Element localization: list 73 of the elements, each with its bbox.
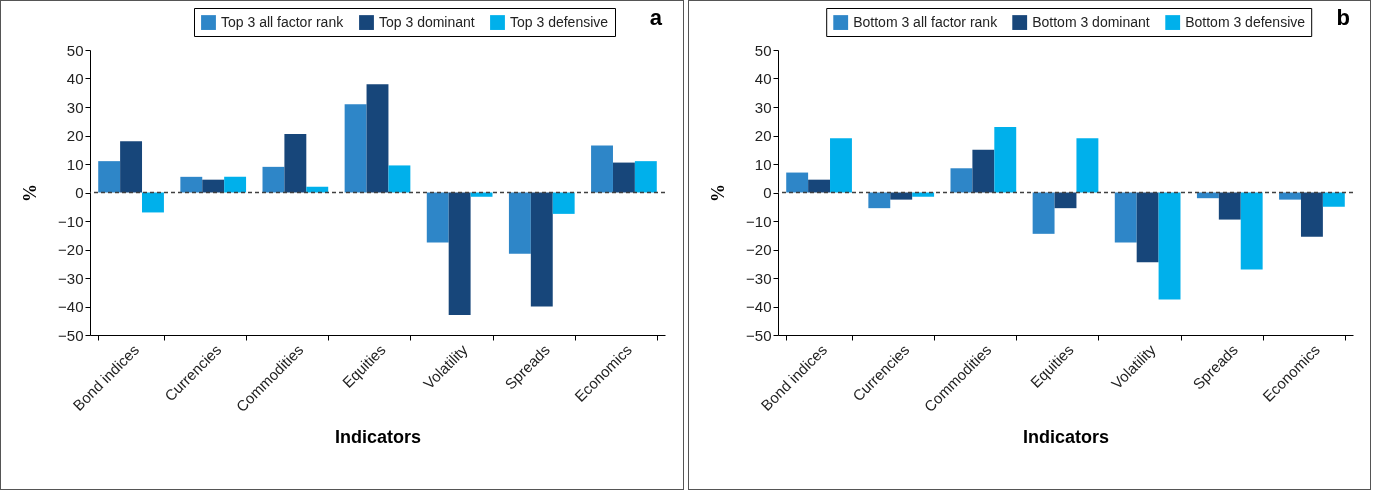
bar (306, 186, 329, 193)
y-tick-label: −40 (58, 298, 84, 315)
bar (180, 176, 203, 193)
y-tick-label: 0 (75, 184, 84, 201)
legend-label: Top 3 dominant (379, 13, 475, 30)
bar (202, 179, 225, 193)
legend-label: Bottom 3 dominant (1031, 13, 1150, 30)
bar (1075, 138, 1098, 193)
bar (634, 161, 657, 193)
y-tick-label: −40 (745, 298, 771, 315)
x-axis-title: Indicators (334, 427, 422, 447)
legend-label: Top 3 all factor rank (221, 13, 345, 30)
bar (807, 179, 830, 193)
bar (224, 176, 247, 193)
bar (344, 104, 367, 193)
y-tick-label: −50 (58, 326, 84, 344)
bar (1158, 192, 1180, 300)
y-tick-label: 30 (754, 98, 771, 116)
bar (552, 192, 575, 214)
legend-label: Bottom 3 all factor rank (852, 13, 998, 30)
bar (142, 192, 164, 213)
y-tick-label: −10 (58, 212, 84, 230)
bar (993, 126, 1016, 193)
bar (612, 162, 635, 193)
text: b (1336, 5, 1350, 30)
bar (1322, 192, 1345, 207)
y-tick-label: −30 (58, 269, 84, 287)
y-tick-label: 40 (754, 70, 771, 87)
bar (1054, 192, 1076, 209)
y-tick-label: −10 (745, 212, 771, 230)
bar (867, 192, 890, 209)
y-tick-label: 20 (754, 127, 771, 144)
y-tick-label: 20 (66, 127, 84, 144)
bar (591, 145, 613, 193)
bar (530, 192, 553, 307)
bar (508, 192, 531, 254)
y-tick-label: −50 (745, 326, 771, 344)
bar (785, 172, 808, 193)
y-axis-title: % (707, 184, 728, 202)
legend-label: Bottom 3 defensive (1184, 13, 1305, 30)
y-tick-label: −30 (745, 269, 771, 287)
y-tick-label: 30 (66, 98, 84, 116)
y-tick-label: −20 (58, 241, 84, 258)
bar (829, 138, 852, 193)
y-tick-label: 50 (754, 41, 771, 59)
bar (262, 166, 285, 193)
bar (284, 134, 307, 193)
bar (98, 161, 121, 193)
bar (1278, 192, 1301, 200)
bar (1240, 192, 1263, 270)
bar (426, 192, 449, 243)
bar (120, 141, 143, 193)
y-tick-label: 50 (66, 41, 84, 59)
bar (1136, 192, 1159, 263)
bar (971, 149, 994, 193)
bar (366, 84, 389, 193)
x-axis-title: Indicators (1022, 427, 1109, 447)
y-tick-label: 10 (754, 155, 771, 173)
legend-label: Top 3 defensive (510, 13, 609, 30)
y-tick-label: 10 (66, 155, 84, 173)
bar (388, 165, 411, 193)
bar (1300, 192, 1323, 237)
bar (950, 168, 972, 193)
bar (889, 192, 912, 200)
y-tick-label: 40 (66, 70, 84, 87)
bar (1114, 192, 1137, 243)
text: a (649, 5, 663, 30)
bar (1032, 192, 1055, 234)
y-tick-label: 0 (762, 184, 771, 201)
y-tick-label: −20 (745, 241, 771, 258)
bar (1218, 192, 1241, 220)
bar (448, 192, 471, 316)
y-axis-title: % (20, 184, 41, 202)
